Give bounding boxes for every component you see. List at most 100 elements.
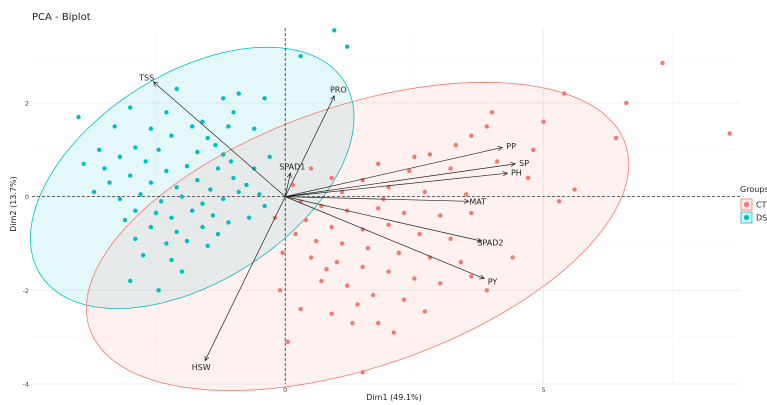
ellipse-ds [30,46,355,309]
point-ct [360,370,365,375]
x-tick-label: 0 [283,386,287,394]
point-ds [345,44,350,49]
point-ds [184,164,190,169]
arrowhead-spad2 [476,237,483,243]
point-ds [148,224,154,230]
x-axis-label: Dim1 (49.1%) [366,393,421,402]
arrow-sp [285,163,516,197]
variable-label-spad2: SPAD2 [477,239,503,248]
point-ds [262,96,267,101]
variable-label-hsw: HSW [192,363,211,372]
arrowhead-tss [152,81,159,87]
point-ct [438,213,443,218]
point-ct [345,283,350,288]
point-ct [427,152,433,157]
arrow-spad2 [285,196,482,242]
y-tick-label: 0 [25,193,29,201]
point-ds [179,194,185,199]
point-ds [164,241,169,246]
legend: Groups CT DS [740,185,767,224]
point-ds [133,145,138,150]
variable-label-sp: SP [519,159,529,168]
point-ds [221,196,226,202]
point-ct [285,339,290,344]
points [76,28,732,375]
variable-label-pp: PP [506,142,516,151]
variable-label-mat: MAT [469,198,486,207]
point-ds [122,217,128,223]
point-ds [210,213,216,218]
point-ct [401,210,407,216]
point-ct [727,131,732,136]
legend-label-ds: DS [756,214,767,223]
point-ct [329,175,334,181]
point-ds [200,224,205,230]
point-ct [386,269,391,274]
point-ds [102,166,107,171]
y-tick-label: 2 [25,99,29,107]
point-ds [236,91,241,96]
point-ds [143,159,148,164]
arrowhead-ph [502,171,509,177]
point-ds [174,185,179,190]
point-ct [280,250,285,255]
point-ds [244,182,249,188]
point-ds [169,257,174,263]
point-ds [190,124,195,129]
point-ds [81,161,86,166]
point-ds [208,187,213,192]
point-ds [112,124,117,129]
point-ds [133,208,138,213]
point-ds [298,53,303,59]
point-ds [174,86,179,92]
point-ct [376,320,381,326]
point-ct [324,267,329,272]
variable-label-py: PY [488,277,498,286]
point-ct [422,309,427,314]
y-tick-label: -4 [23,381,29,389]
point-ct [308,166,314,171]
arrow-spad1 [284,173,291,197]
point-ct [391,330,396,335]
legend-marker-ds [743,214,750,221]
point-ds [138,192,143,197]
point-ds [213,142,218,148]
point-ct [494,159,500,164]
point-ct [350,320,355,326]
point-ds [262,203,267,209]
arrowhead-sp [510,161,517,167]
arrow-mat [285,196,469,202]
y-axis-label: Dim2 (13.7%) [9,176,18,231]
point-ds [195,149,200,155]
point-ds [148,126,154,131]
point-ct [448,236,453,241]
legend-title: Groups [740,185,767,194]
arrowhead-mat [463,198,470,204]
point-ds [252,166,257,171]
point-ct [308,255,314,260]
point-ct [365,246,371,251]
point-ds [267,154,272,159]
point-ds [195,178,200,183]
arrow-hsw [204,196,286,361]
point-ds [231,110,236,115]
point-ds [246,215,252,220]
point-ct [469,133,474,138]
point-ct [562,91,567,96]
arrow-py [285,196,485,279]
point-ds [215,231,221,237]
point-ct [314,238,319,244]
x-tick-label: 5 [542,386,546,394]
point-ds [148,180,154,185]
point-ct [448,166,453,171]
point-ds [153,210,159,216]
point-ds [221,96,226,101]
legend-label-ct: CT [756,201,767,210]
point-ct [469,274,474,279]
point-ct [453,142,458,148]
arrowhead-hsw [204,355,210,362]
point-ct [525,175,531,181]
arrow-pro [284,95,335,197]
point-ds [117,196,123,202]
variable-label-pro: PRO [330,86,347,95]
